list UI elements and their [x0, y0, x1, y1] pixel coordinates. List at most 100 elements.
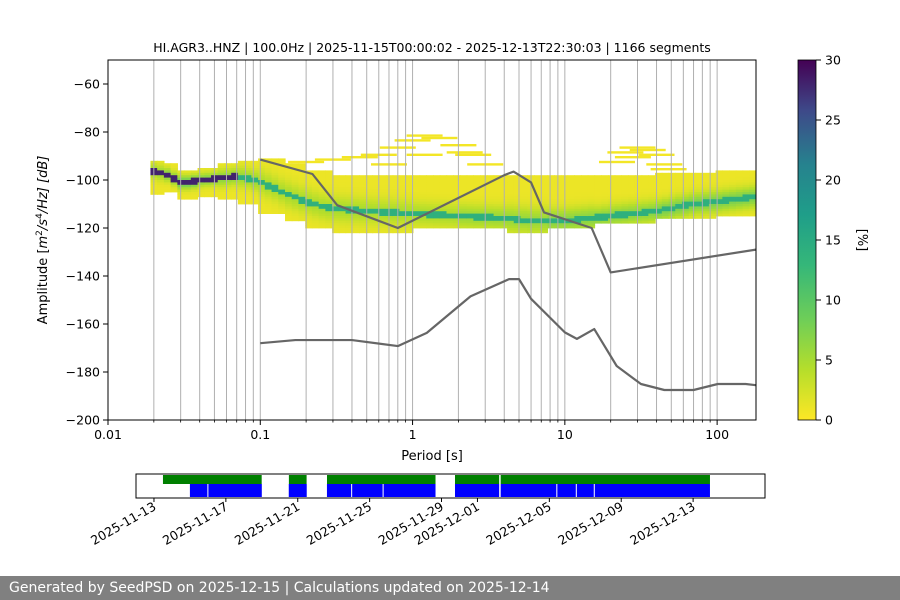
heatmap-cell: [466, 182, 475, 186]
heatmap-cell: [298, 216, 306, 219]
heatmap-cell: [473, 199, 481, 202]
heatmap-outlier: [646, 163, 683, 166]
heatmap-cell: [628, 204, 636, 207]
heatmap-cell: [157, 177, 165, 181]
heatmap-cell: [459, 180, 468, 183]
heatmap-cell: [507, 223, 515, 226]
heatmap-cell: [338, 187, 347, 190]
heatmap-cell: [345, 189, 353, 193]
heatmap-cell: [480, 196, 488, 200]
heatmap-cell: [628, 199, 636, 202]
heatmap-cell: [305, 182, 313, 186]
heatmap-cell: [601, 184, 609, 188]
heatmap-cell: [217, 192, 226, 195]
heatmap-cell: [412, 180, 421, 183]
heatmap-cell: [426, 187, 434, 190]
heatmap-cell: [285, 168, 293, 171]
heatmap-cell: [392, 218, 400, 222]
heatmap-cell: [547, 196, 555, 200]
heatmap-cell: [359, 182, 367, 186]
heatmap-cell: [446, 218, 454, 222]
heatmap-cell: [157, 189, 165, 193]
heatmap-cell: [379, 196, 387, 200]
heatmap-cell: [325, 220, 333, 224]
heatmap-cell: [628, 192, 636, 195]
heatmap-cell: [385, 177, 394, 181]
heatmap-cell: [352, 184, 360, 188]
heatmap-cell: [365, 201, 374, 205]
heatmap-cell: [190, 172, 199, 176]
heatmap-cell: [298, 208, 306, 212]
heatmap-cell: [533, 225, 542, 229]
heatmap-cell: [453, 189, 461, 193]
heatmap-cell: [271, 168, 279, 171]
heatmap-cell: [520, 211, 528, 214]
heatmap-cell: [628, 220, 636, 224]
heatmap-cell: [271, 184, 279, 188]
heatmap-cell: [190, 170, 199, 174]
heatmap-cell: [318, 187, 326, 190]
heatmap-cell: [708, 180, 717, 183]
heatmap-cell: [655, 213, 663, 217]
heatmap-cell: [426, 196, 434, 200]
heatmap-cell: [742, 180, 750, 183]
heatmap-outlier: [341, 156, 378, 159]
heatmap-cell: [641, 211, 649, 214]
heatmap-cell: [170, 168, 178, 171]
heatmap-cell: [681, 194, 690, 198]
heatmap-cell: [446, 204, 454, 207]
heatmap-cell: [244, 163, 252, 166]
heatmap-cell: [224, 184, 232, 188]
heatmap-cell: [338, 192, 347, 195]
heatmap-cell: [634, 192, 643, 195]
heatmap-cell: [634, 199, 643, 202]
heatmap-cell: [493, 180, 501, 183]
heatmap-cell: [433, 175, 441, 178]
heatmap-cell: [426, 208, 434, 212]
heatmap-cell: [379, 189, 387, 193]
heatmap-cell: [742, 194, 750, 198]
heatmap-cell: [607, 204, 616, 207]
heatmap-cell: [567, 206, 575, 210]
heatmap-cell: [258, 199, 266, 202]
heatmap-cell: [655, 184, 663, 188]
heatmap-cell: [614, 177, 623, 181]
heatmap-cell: [392, 213, 400, 217]
heatmap-cell: [190, 194, 199, 198]
heatmap-cell: [197, 175, 205, 178]
y-tick-label: −120: [66, 221, 100, 236]
heatmap-cell: [365, 180, 374, 183]
heatmap-cell: [533, 206, 542, 210]
heatmap-cell: [688, 187, 697, 190]
heatmap-cell: [648, 182, 656, 186]
heatmap-cell: [473, 180, 481, 183]
heatmap-cell: [399, 201, 407, 205]
heatmap-cell: [204, 172, 212, 176]
heatmap-cell: [325, 175, 333, 178]
heatmap-cell: [338, 180, 347, 183]
heatmap-cell: [533, 211, 542, 214]
heatmap-cell: [359, 223, 367, 226]
heatmap-cell: [392, 206, 400, 210]
heatmap-cell: [540, 220, 549, 224]
heatmap-cell: [628, 177, 636, 181]
heatmap-cell: [264, 204, 273, 207]
heatmap-cell: [365, 182, 374, 186]
heatmap-cell: [688, 172, 697, 176]
heatmap-cell: [507, 192, 515, 195]
heatmap-cell: [237, 184, 246, 188]
heatmap-cell: [581, 180, 589, 183]
heatmap-cell: [426, 204, 434, 207]
heatmap-cell: [708, 189, 717, 193]
heatmap-cell: [264, 211, 273, 214]
heatmap-cell: [520, 180, 528, 183]
heatmap-cell: [668, 216, 676, 219]
heatmap-cell: [419, 194, 427, 198]
heatmap-cell: [473, 177, 481, 181]
heatmap-cell: [628, 206, 636, 210]
heatmap-cell: [453, 218, 461, 222]
heatmap-cell: [601, 180, 609, 183]
heatmap-cell: [345, 218, 353, 222]
heatmap-cell: [285, 182, 293, 186]
